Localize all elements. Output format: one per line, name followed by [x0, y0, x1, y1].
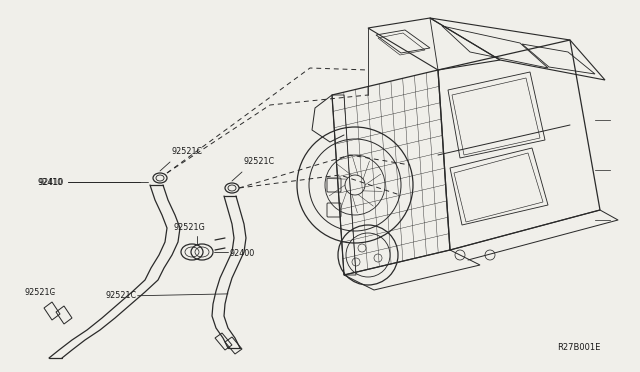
- Text: 92400: 92400: [230, 250, 255, 259]
- Text: 92410: 92410: [37, 178, 62, 187]
- Text: 92521C: 92521C: [24, 288, 56, 296]
- Text: 92410: 92410: [38, 178, 63, 187]
- Text: 92521C: 92521C: [106, 291, 137, 300]
- Text: R27B001E: R27B001E: [557, 343, 600, 352]
- Text: 92521C: 92521C: [244, 157, 275, 166]
- Text: 92521C: 92521C: [172, 147, 203, 156]
- Text: 92521G: 92521G: [174, 223, 205, 232]
